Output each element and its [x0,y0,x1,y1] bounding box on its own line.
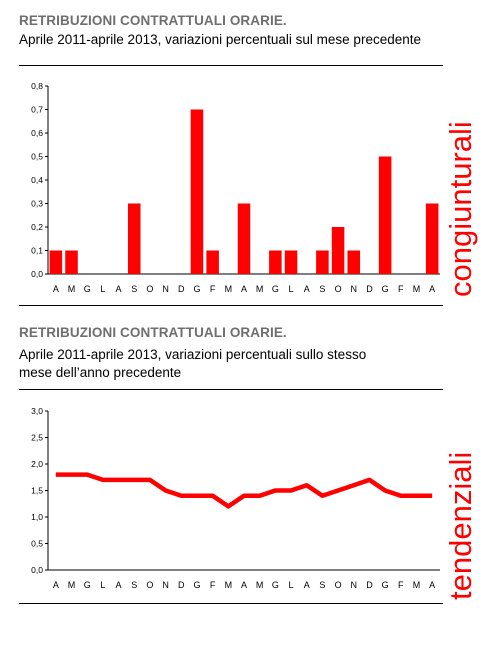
chart1-bar [269,250,282,274]
chart1-x-tick-label: N [351,284,358,294]
chart2-x-tick-label: D [178,580,185,590]
chart2-bottom-divider [19,603,443,604]
chart1-x-tick-label: O [335,284,342,294]
chart1-x-tick-label: D [178,284,185,294]
chart1-x-tick-label: M [256,284,264,294]
chart2-y-tick-label: 3,0 [31,406,43,416]
chart2-x-tick-label: G [193,580,200,590]
chart1-x-tick-label: G [193,284,200,294]
chart2-x-tick-label: N [351,580,358,590]
chart1-bar [316,250,329,274]
chart1-bar [127,203,141,274]
chart2-subtitle-line1: Aprile 2011-aprile 2013, variazioni perc… [19,347,367,362]
chart1-x-tick-label: L [100,284,105,294]
chart2-x-tick-label: A [429,580,435,590]
chart1-side-label: congiunturali [443,121,478,297]
chart2-y-tick-label: 1,0 [31,512,43,522]
chart1-bar [190,109,204,274]
chart2-y-tick-label: 2,5 [31,433,43,443]
chart1-title: RETRIBUZIONI CONTRATTUALI ORARIE. [19,13,287,28]
chart1-y-tick-label: 0,4 [31,175,43,185]
chart1-bar [347,250,361,274]
chart1-bar [65,250,78,274]
chart1-y-tick-label: 0,5 [31,152,43,162]
chart2-x-tick-label: M [256,580,264,590]
chart1-bar [331,227,345,274]
chart2-x-tick-label: G [382,580,389,590]
chart2-x-tick-label: L [100,580,105,590]
chart2-y-tick-label: 0,5 [31,539,43,549]
chart1-subtitle: Aprile 2011-aprile 2013, variazioni perc… [19,32,421,47]
chart1-x-tick-label: S [131,284,137,294]
chart2-side-label: tendenziali [443,452,478,600]
chart1-y-tick-label: 0,6 [31,128,43,138]
chart2-x-tick-label: F [210,580,216,590]
chart2-x-tick-label: A [241,580,247,590]
chart2-x-tick-label: G [84,580,91,590]
chart1-x-tick-label: F [210,284,216,294]
chart1-x-tick-label: N [162,284,169,294]
chart1-x-tick-label: S [319,284,325,294]
chart1-y-tick-label: 0,3 [31,199,43,209]
chart1-x-tick-label: A [241,284,247,294]
chart1-x-tick-label: A [53,284,59,294]
chart2-x-tick-label: D [366,580,373,590]
chart1-bottom-divider [19,305,443,306]
chart2-top-divider [19,389,443,390]
chart1-y-tick-label: 0,8 [31,81,43,91]
chart2-x-tick-label: M [225,580,233,590]
chart2-x-tick-label: N [162,580,169,590]
chart2-x-tick-label: L [289,580,294,590]
chart1-x-tick-label: G [382,284,389,294]
chart1-x-tick-label: A [429,284,435,294]
chart2-y-tick-label: 0,0 [31,565,43,575]
chart1-bar [378,156,392,274]
chart2-title: RETRIBUZIONI CONTRATTUALI ORARIE. [19,325,287,340]
chart1-x-tick-label: G [272,284,279,294]
chart2-x-tick-label: S [319,580,325,590]
chart1-bar [206,250,219,274]
chart2-x-tick-label: A [116,580,122,590]
chart1-bar [49,250,63,274]
chart2-x-tick-label: F [398,580,404,590]
chart1-x-tick-label: O [146,284,153,294]
chart2-x-tick-label: M [68,580,76,590]
chart1-y-tick-label: 0,1 [31,246,43,256]
chart1-top-divider [19,65,443,66]
chart2-x-tick-label: S [131,580,137,590]
chart1-bar-chart: congiunturali 0,0 0,1 0,2 0,3 0,4 0,5 0,6 0,7 0,… [31,81,478,297]
chart1-x-tick-label: A [116,284,122,294]
chart2-x-tick-label: O [335,580,342,590]
chart2-x-tick-label: M [413,580,421,590]
chart2-x-tick-label: A [53,580,59,590]
chart2-x-tick-label: O [146,580,153,590]
chart1-y-tick-label: 0,2 [31,222,43,232]
chart1-x-tick-label: A [304,284,310,294]
chart1-bar [284,250,298,274]
chart1-bar [237,203,251,274]
chart1-x-tick-label: G [84,284,91,294]
chart1-x-tick-label: L [289,284,294,294]
chart1-bar [425,203,439,274]
chart1-x-tick-label: M [413,284,421,294]
chart1-x-tick-label: M [68,284,76,294]
chart2-x-tick-label: G [272,580,279,590]
chart2-series-line [55,472,433,509]
chart2-y-tick-label: 1,5 [31,486,43,496]
chart2-subtitle-line2: mese dell’anno precedente [19,365,182,380]
chart1-y-tick-label: 0,7 [31,105,43,115]
chart1-x-tick-label: D [366,284,373,294]
chart2-y-tick-label: 2,0 [31,459,43,469]
chart1-x-tick-label: M [225,284,233,294]
chart2-x-tick-label: A [304,580,310,590]
chart1-y-tick-label: 0,0 [31,269,43,279]
chart1-x-tick-label: F [398,284,404,294]
